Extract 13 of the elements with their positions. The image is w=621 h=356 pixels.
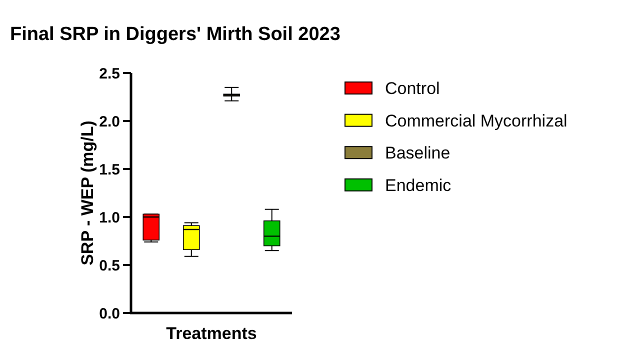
y-tick-label: 0.5 <box>99 257 120 274</box>
y-axis-title: SRP - WEP (mg/L) <box>78 120 97 266</box>
legend-label: Commercial Mycorrhizal <box>385 111 568 130</box>
y-tick-label: 2.5 <box>99 65 120 82</box>
y-tick-label: 0.0 <box>99 305 120 322</box>
y-tick-label: 1.0 <box>99 209 120 226</box>
legend-label: Endemic <box>385 176 452 195</box>
legend-label: Baseline <box>385 144 450 163</box>
y-tick-label: 2.0 <box>99 113 120 130</box>
chart-title: Final SRP in Diggers' Mirth Soil 2023 <box>10 24 340 45</box>
legend-label: Control <box>385 78 440 98</box>
y-tick-label: 1.5 <box>99 161 120 178</box>
x-axis-title: Treatments <box>166 324 257 343</box>
